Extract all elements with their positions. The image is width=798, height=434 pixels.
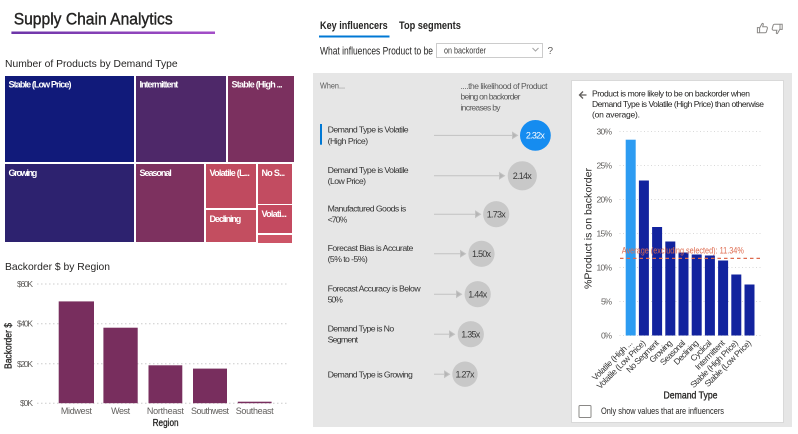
svg-text:Forecast Bias is Accurate: Forecast Bias is Accurate <box>328 243 414 253</box>
svg-text:No S...: No S... <box>262 168 286 178</box>
svg-text:Manufactured Goods is: Manufactured Goods is <box>328 203 407 213</box>
svg-text:Volatile (L...: Volatile (L... <box>210 168 250 178</box>
svg-text:What influences Product to be: What influences Product to be <box>320 46 433 58</box>
svg-text:Product is more likely to be o: Product is more likely to be on backorde… <box>592 89 750 99</box>
svg-text:1.73x: 1.73x <box>487 209 507 219</box>
svg-text:Demand Type is Volatile: Demand Type is Volatile <box>328 165 409 175</box>
svg-text:Region: Region <box>153 417 179 429</box>
svg-text:Northeast: Northeast <box>147 406 184 416</box>
svg-text:Demand Type is Growing: Demand Type is Growing <box>328 369 413 379</box>
svg-text:1.35x: 1.35x <box>461 329 481 339</box>
svg-text:$60K: $60K <box>17 279 33 289</box>
svg-text:Forecast Accuracy is Below: Forecast Accuracy is Below <box>328 283 422 293</box>
svg-text:Number of Products by Demand T: Number of Products by Demand Type <box>5 58 178 70</box>
svg-text:Demand Type is Volatile: Demand Type is Volatile <box>328 125 409 135</box>
svg-text:1.50x: 1.50x <box>472 249 492 259</box>
svg-text:Stable (Low Price): Stable (Low Price) <box>9 80 72 90</box>
svg-text:%Product is on backorder: %Product is on backorder <box>584 167 595 289</box>
svg-text:5%: 5% <box>601 297 612 307</box>
svg-text:2.14x: 2.14x <box>513 171 533 181</box>
svg-text:25%: 25% <box>597 161 613 171</box>
svg-text:Backorder $ by Region: Backorder $ by Region <box>5 261 110 273</box>
svg-text:$20K: $20K <box>17 359 33 369</box>
svg-text:50%: 50% <box>328 295 343 305</box>
svg-text:Supply Chain Analytics: Supply Chain Analytics <box>14 10 173 29</box>
svg-text:West: West <box>111 406 130 416</box>
svg-text:being on backorder: being on backorder <box>461 92 521 102</box>
svg-text:Growing: Growing <box>9 168 38 178</box>
svg-text:(High Price): (High Price) <box>328 136 369 146</box>
svg-text:?: ? <box>548 46 554 57</box>
svg-text:Backorder $: Backorder $ <box>4 323 15 369</box>
svg-text:Volati...: Volati... <box>262 209 287 219</box>
svg-text:1.44x: 1.44x <box>468 289 488 299</box>
svg-text:(on average).: (on average). <box>592 110 640 120</box>
svg-text:<70%: <70% <box>328 215 348 225</box>
svg-text:0%: 0% <box>601 331 612 341</box>
svg-text:30%: 30% <box>597 127 613 137</box>
svg-text:15%: 15% <box>597 229 613 239</box>
svg-text:$40K: $40K <box>17 319 33 329</box>
svg-text:Average (excluding selected):: Average (excluding selected): 11.34% <box>622 246 744 256</box>
svg-text:Key influencers: Key influencers <box>320 20 388 32</box>
svg-text:(5% to -5%): (5% to -5%) <box>328 254 368 264</box>
svg-text:Intermittent: Intermittent <box>140 80 179 90</box>
svg-text:Demand Type is No: Demand Type is No <box>328 323 395 333</box>
svg-text:20%: 20% <box>597 195 613 205</box>
svg-text:Demand Type is Volatile (High: Demand Type is Volatile (High Price) tha… <box>592 99 764 109</box>
svg-text:....the likelihood of Product: ....the likelihood of Product <box>461 81 549 91</box>
svg-text:1.27x: 1.27x <box>456 369 476 379</box>
svg-text:$0K: $0K <box>20 398 33 408</box>
svg-text:increases by: increases by <box>461 102 502 112</box>
svg-text:When...: When... <box>320 80 345 90</box>
svg-text:Midwest: Midwest <box>61 406 92 416</box>
svg-text:Only show values that are infl: Only show values that are influencers <box>601 406 724 417</box>
svg-text:Top segments: Top segments <box>399 20 461 32</box>
svg-text:Declining: Declining <box>210 214 242 224</box>
svg-text:Demand Type: Demand Type <box>664 390 718 402</box>
svg-text:2.32x: 2.32x <box>526 131 546 141</box>
svg-text:Southwest: Southwest <box>191 406 229 416</box>
svg-text:Seasonal: Seasonal <box>140 168 172 178</box>
svg-text:Southeast: Southeast <box>236 406 274 416</box>
svg-text:Stable (High ...: Stable (High ... <box>232 80 283 90</box>
svg-text:10%: 10% <box>597 263 613 273</box>
svg-text:Segment: Segment <box>328 335 359 345</box>
svg-text:(Low Price): (Low Price) <box>328 176 366 186</box>
svg-text:on backorder: on backorder <box>444 46 486 57</box>
